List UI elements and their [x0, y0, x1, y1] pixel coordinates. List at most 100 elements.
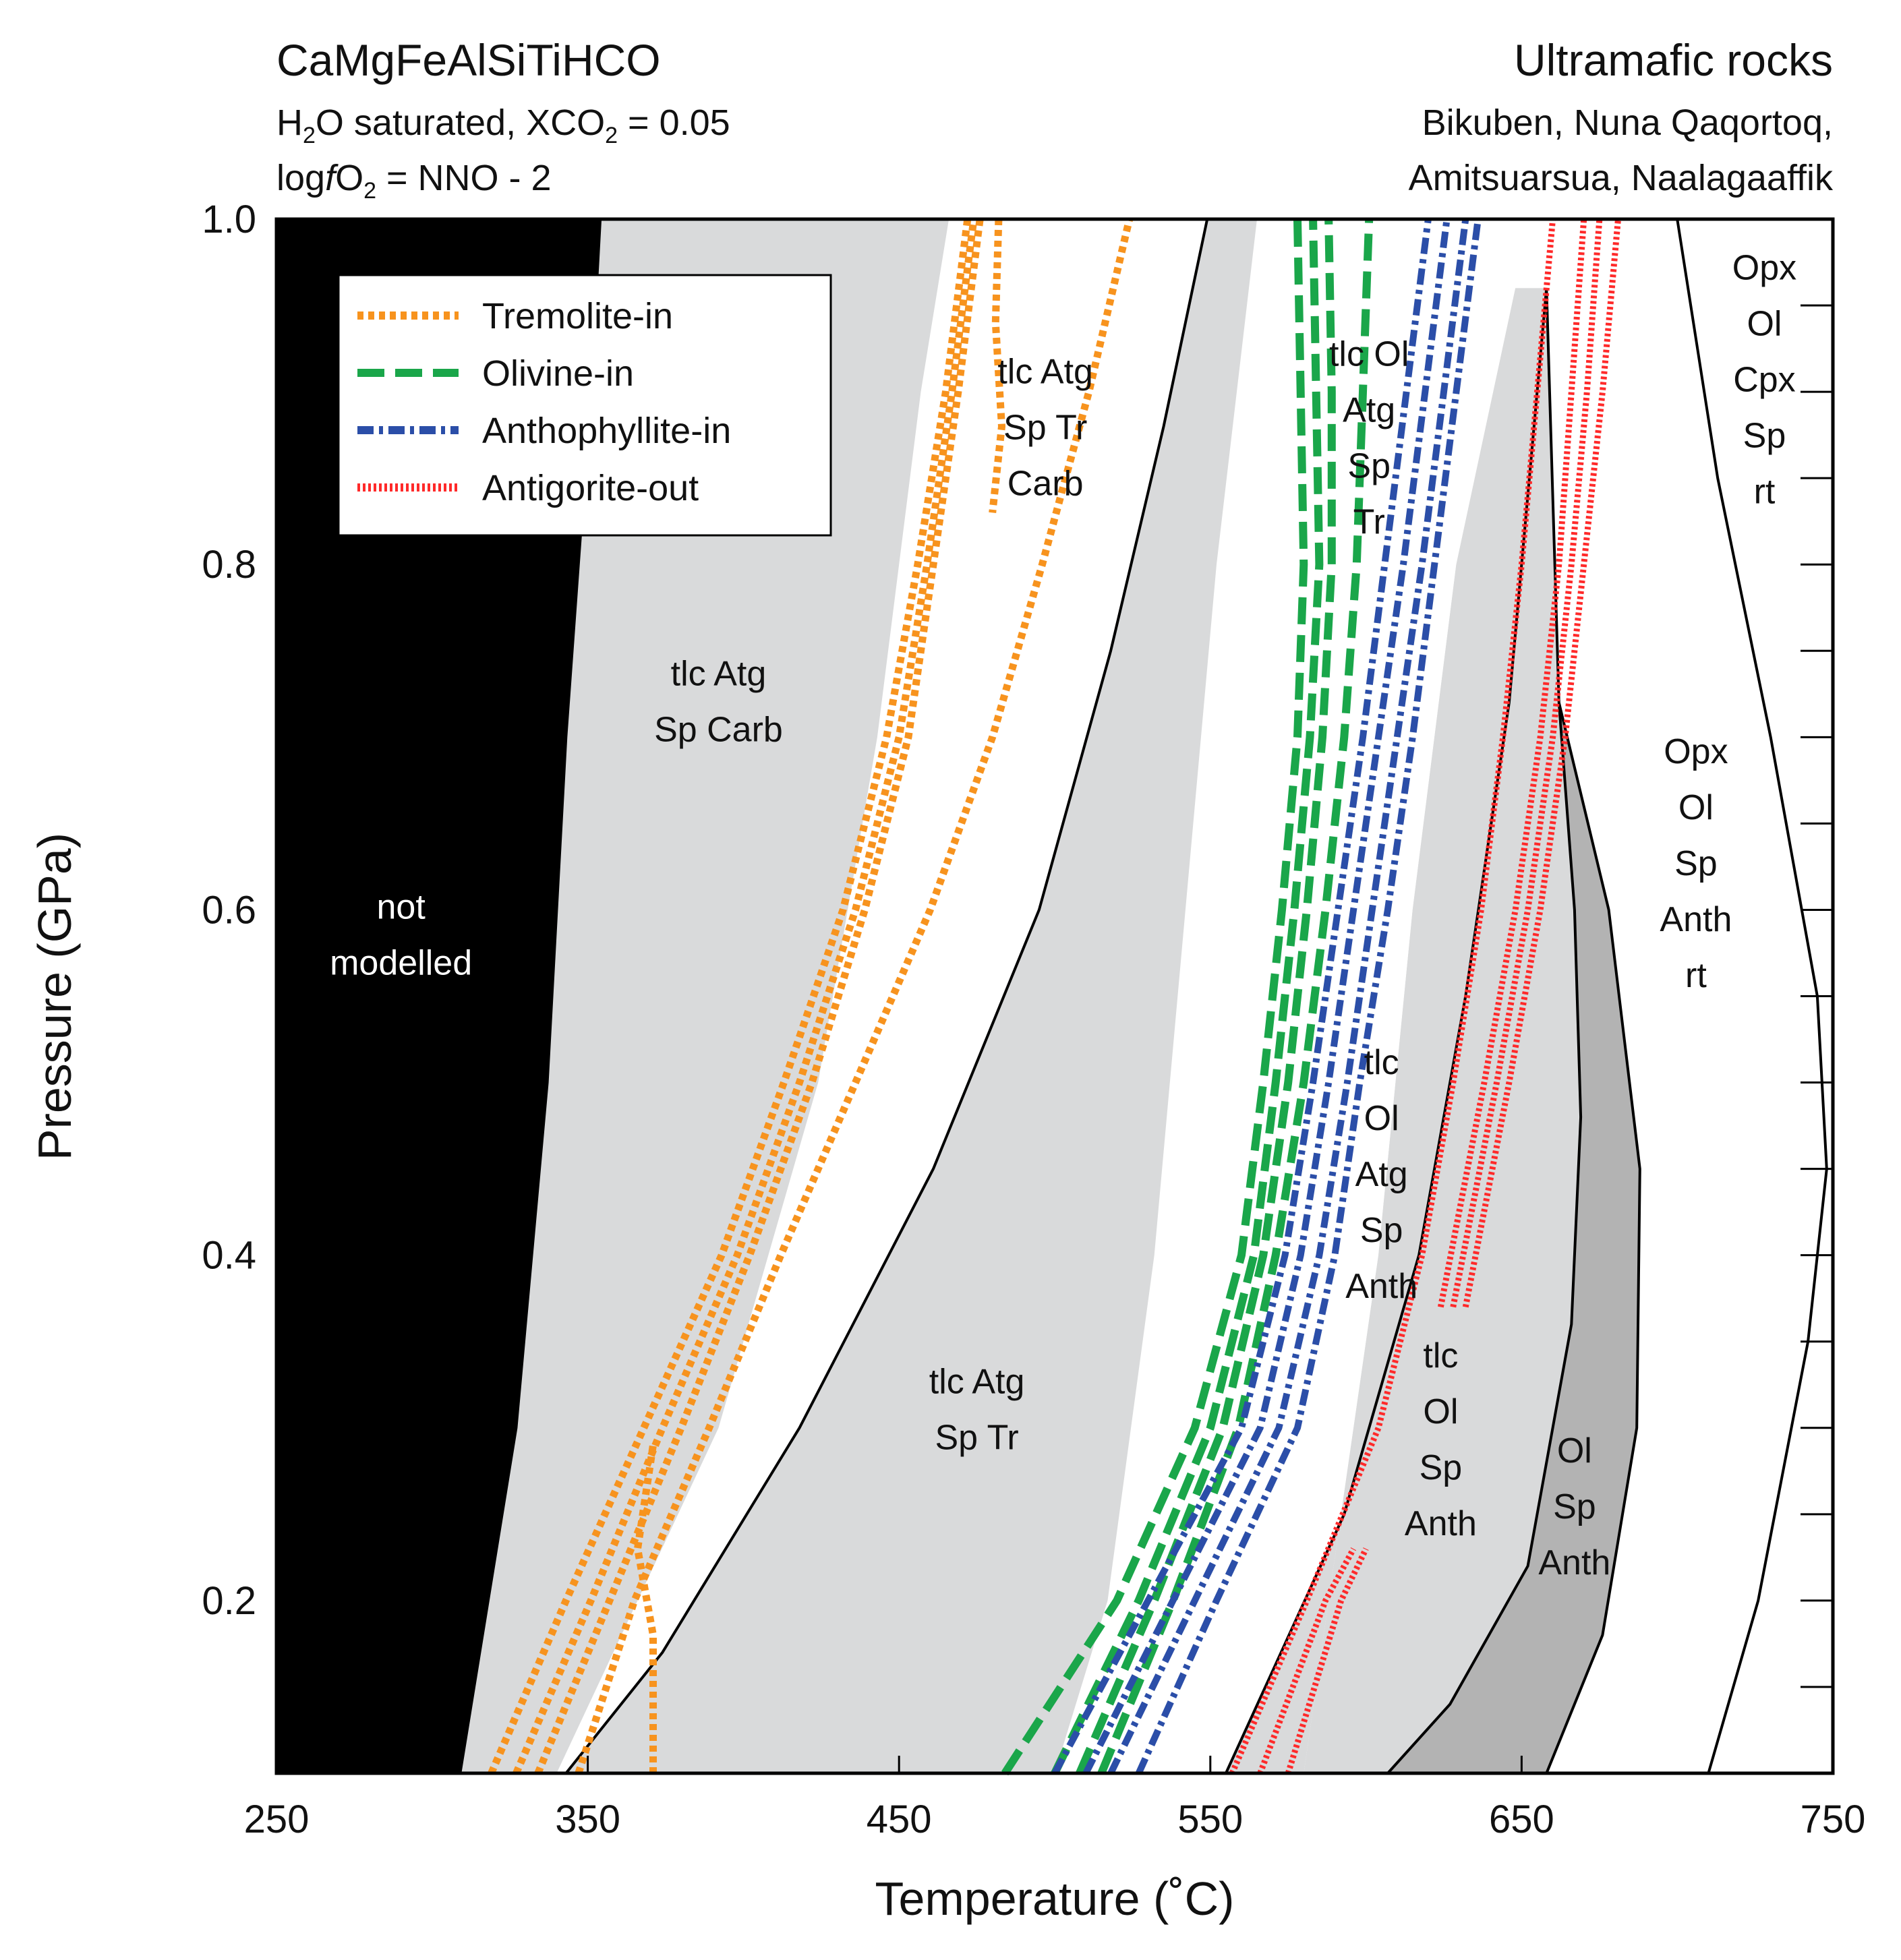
field-label-7: tlc Ol Sp Anth	[1405, 1336, 1477, 1543]
x-tick-label: 650	[1489, 1798, 1554, 1841]
field-label-line: rt	[1685, 956, 1707, 995]
field-label-line: not	[376, 887, 426, 926]
antigorite-curve-1	[1229, 218, 1556, 1775]
y-axis-title: Pressure (GPa)	[28, 833, 81, 1160]
field-tlc-atg-sp-carb	[460, 219, 949, 1773]
field-label-1: not modelled	[330, 887, 472, 982]
field-label-line: Sp	[1674, 844, 1718, 883]
axis-ticks: 250 350 450 550 650 750 0.2 0.4 0.6 0.8 1.0	[202, 198, 1865, 1841]
olivine-curve-1	[1001, 218, 1308, 1776]
field-label-line: Sp Carb	[654, 711, 783, 750]
field-label-line: Anth	[1660, 900, 1732, 939]
y-tick-label: 0.2	[202, 1579, 256, 1623]
field-label-6: tlc Ol Atg Sp Anth	[1345, 1043, 1417, 1306]
tremolite-curve-5	[634, 1444, 657, 1773]
reaction-curves	[488, 218, 1621, 1776]
legend-label-olivine: Olivine-in	[482, 353, 634, 394]
field-label-line: Ol	[1678, 788, 1714, 827]
field-label-line: Ol	[1557, 1431, 1592, 1471]
olivine-curve-4	[1097, 218, 1374, 1775]
field-label-10: Opx Ol Cpx Sp rt	[1732, 249, 1796, 512]
field-label-line: Cpx	[1733, 361, 1795, 400]
field-label-5: tlc Ol Atg Sp Tr	[1329, 335, 1409, 542]
field-label-line: tlc Atg	[997, 352, 1093, 391]
field-label-line: Ol	[1364, 1099, 1399, 1138]
field-label-line: Sp	[1553, 1487, 1596, 1526]
field-label-line: Atg	[1355, 1155, 1408, 1194]
tremolite-curve-2	[513, 218, 978, 1775]
y-tick-label: 0.8	[202, 543, 256, 587]
field-label-line: Sp	[1347, 447, 1391, 486]
legend-label-tremolite: Tremolite-in	[482, 296, 673, 336]
x-tick-label: 550	[1177, 1798, 1243, 1841]
field-label-line: Tr	[1353, 503, 1385, 542]
field-label-line: Anth	[1405, 1504, 1477, 1543]
legend-box	[337, 274, 832, 537]
field-label-9: Opx Ol Sp Anth rt	[1660, 732, 1732, 995]
legend-label-antigorite: Antigorite-out	[482, 468, 699, 508]
composition-title: CaMgFeAlSiTiHCO	[276, 35, 661, 85]
field-label-line: Anth	[1345, 1267, 1417, 1306]
field-label-line: Carb	[1007, 464, 1084, 503]
field-label-line: Sp	[1360, 1211, 1403, 1250]
y-tick-label: 0.4	[202, 1234, 256, 1278]
anthophyllite-curve-1	[1051, 218, 1432, 1775]
y-tick-label: 0.6	[202, 888, 256, 932]
tremolite-curve-3	[534, 218, 984, 1775]
field-label-line: tlc Ol	[1329, 335, 1409, 374]
field-labels: not modelled tlc Atg Sp Carb tlc Atg Sp Tr Car…	[330, 249, 1796, 1582]
locality-line-1: Bikuben, Nuna Qaqortoq,	[1422, 102, 1833, 143]
phase-boundaries	[459, 218, 1828, 1775]
field-label-line: Ol	[1747, 305, 1782, 344]
field-label-4: tlc Atg Sp Tr	[929, 1363, 1025, 1458]
x-tick-label: 250	[244, 1798, 310, 1841]
tremolite-curve-1	[488, 218, 972, 1775]
field-label-line: rt	[1754, 473, 1776, 512]
boundary-b-opx	[1545, 702, 1641, 1774]
field-label-line: Atg	[1343, 391, 1395, 430]
tremolite-curve-6	[989, 218, 1005, 513]
field-label-3: tlc Atg Sp Tr Carb	[997, 352, 1093, 503]
field-label-line: Opx	[1732, 249, 1796, 288]
y-tick-label: 1.0	[202, 198, 256, 241]
field-label-line: Sp	[1743, 417, 1786, 456]
x-tick-label: 750	[1801, 1798, 1866, 1841]
oxygen-fugacity-label: logfO2 = NNO - 2	[276, 158, 552, 204]
legend: Tremolite-in Olivine-in Anthophyllite-in…	[337, 274, 832, 537]
field-label-line: tlc Atg	[929, 1363, 1025, 1402]
antigorite-curve-3	[1285, 1547, 1369, 1775]
field-tlc-atg-sp-tr	[566, 219, 1257, 1773]
rock-type-title: Ultramafic rocks	[1514, 35, 1833, 85]
field-label-line: tlc	[1423, 1336, 1458, 1375]
antigorite-curve-4	[1437, 218, 1587, 1308]
antigorite-curve-2	[1257, 1547, 1357, 1775]
tremolite-curve-4	[575, 218, 1134, 1775]
field-label-line: modelled	[330, 943, 472, 982]
antigorite-curve-5	[1450, 218, 1603, 1308]
locality-line-2: Amitsuarsua, Naalagaaffik	[1409, 158, 1834, 198]
x-axis-title: Temperature (˚C)	[875, 1872, 1235, 1925]
boundary-b-tr	[564, 218, 1209, 1775]
anthophyllite-curve-3	[1107, 218, 1469, 1775]
field-label-2: tlc Atg Sp Carb	[654, 655, 783, 750]
legend-label-anthophyllite: Anthophyllite-in	[482, 411, 731, 451]
fluid-condition-label: H2O saturated, XCO2 = 0.05	[276, 102, 730, 148]
olivine-curve-2	[1051, 218, 1324, 1775]
field-label-line: Ol	[1423, 1392, 1458, 1431]
antigorite-curve-6	[1462, 218, 1621, 1308]
field-label-line: Sp Tr	[935, 1419, 1018, 1458]
field-label-line: Sp Tr	[1003, 408, 1087, 447]
anthophyllite-curve-2	[1082, 218, 1451, 1775]
boundary-b-ol	[1386, 288, 1583, 1775]
field-label-line: tlc Atg	[671, 655, 767, 694]
field-label-line: tlc	[1364, 1043, 1399, 1082]
field-label-line: Opx	[1664, 732, 1728, 771]
field-label-line: Sp	[1420, 1448, 1463, 1487]
x-tick-label: 450	[867, 1798, 932, 1841]
field-label-8: Ol Sp Anth	[1538, 1431, 1610, 1582]
anthophyllite-curve-4	[1136, 218, 1482, 1775]
field-label-line: Anth	[1538, 1543, 1610, 1582]
x-tick-label: 350	[555, 1798, 620, 1841]
olivine-curve-3	[1076, 218, 1336, 1775]
